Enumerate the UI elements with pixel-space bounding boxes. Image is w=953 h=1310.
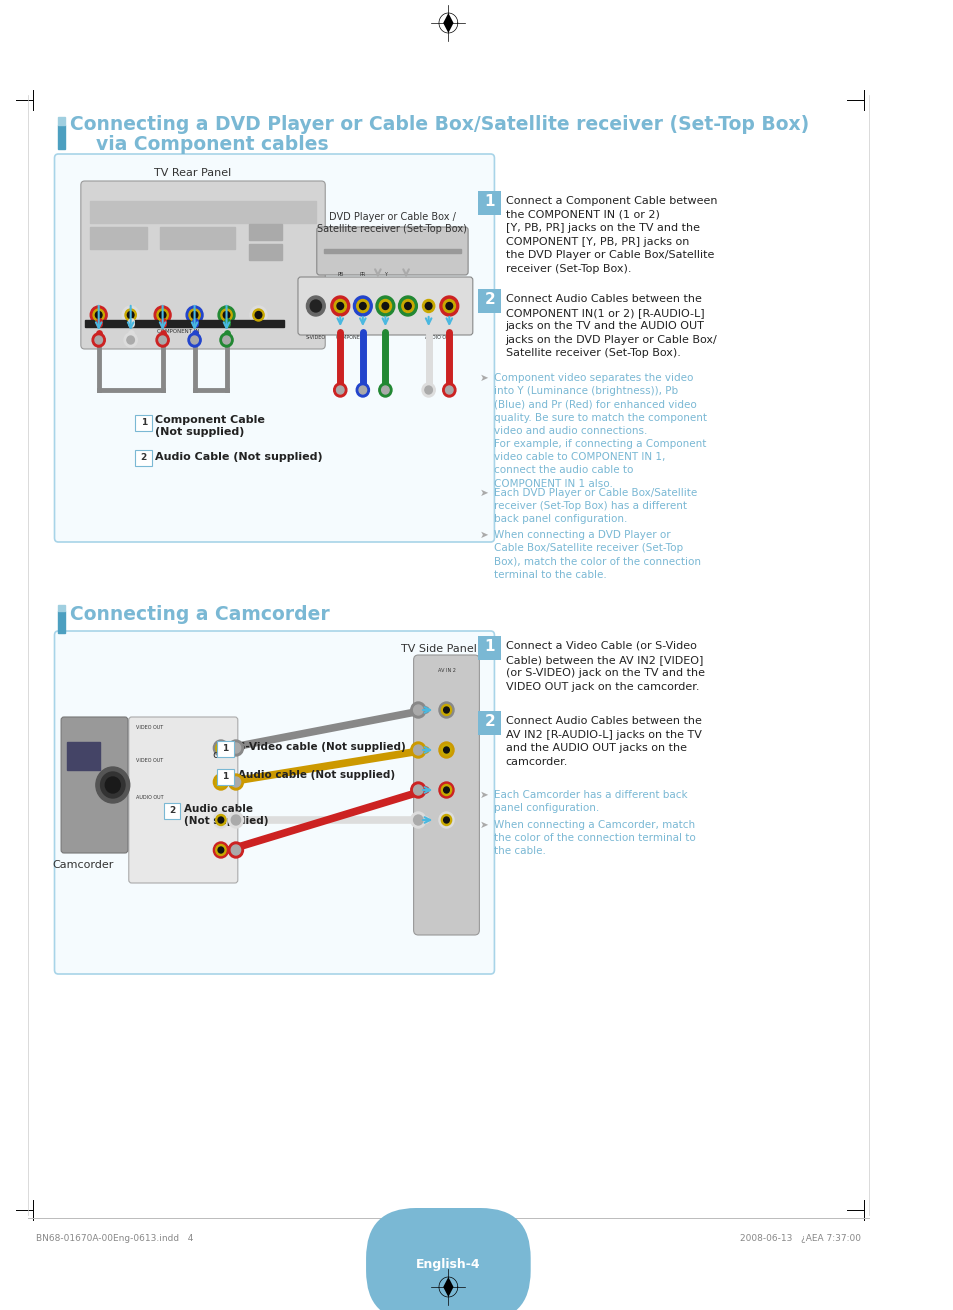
Circle shape — [91, 307, 107, 324]
Circle shape — [125, 309, 136, 321]
Circle shape — [438, 702, 454, 718]
Circle shape — [331, 296, 350, 316]
Text: Connecting a Camcorder: Connecting a Camcorder — [70, 605, 329, 624]
Circle shape — [192, 312, 197, 318]
Circle shape — [213, 774, 228, 790]
Circle shape — [159, 335, 166, 345]
Circle shape — [255, 312, 261, 318]
Text: Connecting a DVD Player or Cable Box/Satellite receiver (Set-Top Box): Connecting a DVD Player or Cable Box/Sat… — [70, 115, 808, 134]
Circle shape — [213, 842, 228, 858]
FancyBboxPatch shape — [414, 655, 479, 935]
Circle shape — [378, 383, 392, 397]
Circle shape — [156, 333, 169, 347]
Circle shape — [228, 842, 243, 858]
Circle shape — [334, 383, 347, 397]
Circle shape — [438, 741, 454, 758]
Circle shape — [215, 845, 226, 855]
Text: Connect a Video Cable (or S-Video
Cable) between the AV IN2 [VIDEO]
(or S-VIDEO): Connect a Video Cable (or S-Video Cable)… — [505, 641, 704, 692]
Text: 1: 1 — [222, 772, 229, 781]
Circle shape — [439, 296, 458, 316]
Circle shape — [358, 386, 366, 394]
Circle shape — [356, 300, 369, 313]
Circle shape — [124, 333, 137, 347]
Circle shape — [157, 309, 168, 321]
Circle shape — [223, 312, 230, 318]
FancyBboxPatch shape — [54, 155, 494, 542]
Text: AUDIO OUT: AUDIO OUT — [425, 335, 453, 341]
FancyBboxPatch shape — [478, 635, 500, 660]
Circle shape — [411, 741, 425, 758]
Circle shape — [443, 787, 449, 793]
Bar — [85, 320, 284, 328]
Text: AV IN 2: AV IN 2 — [437, 668, 455, 673]
Text: 1: 1 — [484, 639, 495, 654]
FancyBboxPatch shape — [61, 717, 128, 853]
Bar — [160, 227, 234, 249]
Text: English-4: English-4 — [416, 1258, 480, 1271]
Text: VIDEO OUT: VIDEO OUT — [136, 758, 163, 762]
Text: When connecting a Camcorder, match
the color of the connection terminal to
the c: When connecting a Camcorder, match the c… — [494, 820, 696, 857]
Circle shape — [189, 309, 200, 321]
Circle shape — [228, 740, 243, 756]
Circle shape — [191, 335, 198, 345]
Polygon shape — [443, 13, 453, 33]
FancyBboxPatch shape — [129, 717, 237, 883]
Circle shape — [404, 303, 411, 309]
Text: 2: 2 — [484, 714, 495, 728]
FancyBboxPatch shape — [478, 191, 500, 215]
Text: 2: 2 — [169, 806, 175, 815]
Text: ➤: ➤ — [479, 790, 488, 800]
FancyBboxPatch shape — [297, 276, 473, 335]
Circle shape — [231, 743, 240, 753]
Circle shape — [231, 777, 240, 787]
Text: Component video separates the video
into Y (Luminance (brightness)), Pb
(Blue) a: Component video separates the video into… — [494, 373, 707, 489]
Circle shape — [334, 300, 346, 313]
Circle shape — [379, 300, 391, 313]
Circle shape — [381, 386, 389, 394]
Circle shape — [218, 307, 234, 324]
Bar — [91, 227, 147, 249]
Bar — [67, 741, 99, 770]
Circle shape — [443, 817, 449, 823]
Circle shape — [414, 745, 422, 755]
Circle shape — [215, 743, 226, 753]
Circle shape — [414, 705, 422, 715]
Text: 2: 2 — [484, 292, 495, 307]
Text: Camcorder: Camcorder — [52, 859, 113, 870]
Circle shape — [154, 307, 171, 324]
Text: 1: 1 — [222, 744, 229, 753]
Circle shape — [100, 772, 125, 798]
Text: or: or — [213, 751, 224, 760]
Circle shape — [424, 386, 432, 394]
Text: S-Video cable (Not supplied): S-Video cable (Not supplied) — [237, 741, 405, 752]
Circle shape — [414, 815, 422, 825]
Circle shape — [188, 333, 201, 347]
Text: Connect Audio Cables between the
COMPONENT IN(1 or 2) [R-AUDIO-L]
jacks on the T: Connect Audio Cables between the COMPONE… — [505, 293, 717, 359]
Text: 2008-06-13   ¿AEA 7:37:00: 2008-06-13 ¿AEA 7:37:00 — [740, 1234, 861, 1243]
Circle shape — [422, 300, 435, 313]
Text: COMPONENT: COMPONENT — [335, 335, 367, 341]
FancyBboxPatch shape — [217, 741, 233, 757]
Circle shape — [231, 845, 240, 855]
Circle shape — [375, 296, 395, 316]
Text: ➤: ➤ — [479, 820, 488, 831]
Text: ➤: ➤ — [479, 489, 488, 498]
Text: Connect a Component Cable between
the COMPONENT IN (1 or 2)
[Y, PB, PR] jacks on: Connect a Component Cable between the CO… — [505, 196, 717, 274]
Circle shape — [442, 383, 456, 397]
FancyBboxPatch shape — [135, 451, 152, 466]
Text: When connecting a DVD Player or
Cable Box/Satellite receiver (Set-Top
Box), matc: When connecting a DVD Player or Cable Bo… — [494, 531, 700, 579]
Text: PR: PR — [359, 272, 366, 276]
Text: Each Camcorder has a different back
panel configuration.: Each Camcorder has a different back pane… — [494, 790, 687, 814]
Text: TV Side Panel: TV Side Panel — [400, 645, 476, 654]
Text: PB: PB — [336, 272, 343, 276]
Bar — [58, 610, 65, 633]
Circle shape — [228, 812, 243, 828]
Circle shape — [221, 309, 232, 321]
Circle shape — [231, 815, 240, 825]
Circle shape — [336, 303, 343, 309]
Circle shape — [336, 386, 344, 394]
Text: TV Rear Panel: TV Rear Panel — [154, 168, 231, 178]
Circle shape — [218, 848, 224, 853]
Circle shape — [215, 777, 226, 787]
Text: Component Cable
(Not supplied): Component Cable (Not supplied) — [155, 415, 265, 436]
